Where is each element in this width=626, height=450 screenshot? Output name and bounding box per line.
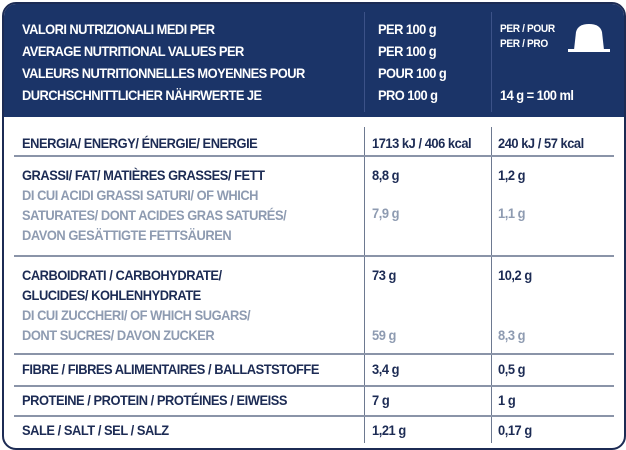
per100-de: PRO 100 g	[378, 87, 438, 103]
serving-line-2: PER / PRO	[500, 38, 548, 50]
per100-it: PER 100 g	[378, 21, 437, 37]
sugars-label-1: DI CUI ZUCCHERI/ OF WHICH SUGARS/	[22, 307, 251, 323]
saturates-label-1: DI CUI ACIDI GRASSI SATURI/ OF WHICH	[22, 187, 259, 203]
protein-serving: 1 g	[498, 392, 516, 408]
energy-serving: 240 kJ / 57 kcal	[498, 135, 584, 151]
fat-per100: 8,8 g	[372, 167, 400, 183]
saturates-per100: 7,9 g	[372, 205, 400, 221]
salt-label: SALE / SALT / SEL / SALZ	[22, 422, 169, 438]
fibre-per100: 3,4 g	[372, 361, 400, 377]
saturates-serving: 1,1 g	[498, 205, 526, 221]
protein-per100: 7 g	[372, 392, 390, 408]
serving-line-1: PER / POUR	[500, 23, 555, 35]
carbohydrate-label-1: CARBOIDRATI / CARBOHYDRATE/	[22, 267, 222, 283]
energy-per100: 1713 kJ / 406 kcal	[372, 135, 472, 151]
per100-en: PER 100 g	[378, 43, 437, 59]
protein-label: PROTEINE / PROTEIN / PROTÉINES / EIWEISS	[22, 392, 288, 408]
column-divider	[364, 127, 365, 443]
header-title: VALORI NUTRIZIONALI MEDI PER AVERAGE NUT…	[22, 18, 329, 131]
header-divider	[364, 12, 365, 112]
header-title-it: VALORI NUTRIZIONALI MEDI PER	[22, 21, 215, 37]
row-carbohydrate: CARBOIDRATI / CARBOHYDRATE/ GLUCIDES/ KO…	[14, 257, 614, 355]
table-header: VALORI NUTRIZIONALI MEDI PER AVERAGE NUT…	[4, 4, 624, 117]
fibre-label: FIBRE / FIBRES ALIMENTAIRES / BALLASTSTO…	[22, 361, 319, 377]
fat-serving: 1,2 g	[498, 167, 526, 183]
header-title-de: DURCHSCHNITTLICHER NÄHRWERTE JE	[22, 87, 262, 103]
carbohydrate-per100: 73 g	[372, 267, 396, 283]
per100-fr: POUR 100 g	[378, 65, 447, 81]
fat-label: GRASSI/ FAT/ MATIÈRES GRASSES/ FETT	[22, 167, 265, 183]
saturates-label-3: DAVON GESÄTTIGTE FETTSÄUREN	[22, 227, 232, 243]
sugars-per100: 59 g	[372, 327, 396, 343]
energy-label: ENERGIA/ ENERGY/ ÉNERGIE/ ENERGIE	[22, 135, 258, 151]
salt-per100: 1,21 g	[372, 422, 406, 438]
row-salt: SALE / SALT / SEL / SALZ 1,21 g 0,17 g	[14, 417, 614, 445]
row-protein: PROTEINE / PROTEIN / PROTÉINES / EIWEISS…	[14, 387, 614, 417]
carbohydrate-label-2: GLUCIDES/ KOHLENHYDRATE	[22, 287, 201, 303]
fat-label-block: GRASSI/ FAT/ MATIÈRES GRASSES/ FETT DI C…	[22, 165, 309, 245]
coffee-capsule-icon	[568, 24, 610, 52]
header-divider	[491, 12, 492, 112]
row-fat: GRASSI/ FAT/ MATIÈRES GRASSES/ FETT DI C…	[14, 157, 614, 257]
header-title-en: AVERAGE NUTRITIONAL VALUES PER	[22, 43, 244, 59]
row-energy: ENERGIA/ ENERGY/ ÉNERGIE/ ENERGIE 1713 k…	[14, 125, 614, 157]
header-per100: PER 100 g PER 100 g POUR 100 g PRO 100 g	[378, 18, 452, 131]
carbohydrate-label-block: CARBOIDRATI / CARBOHYDRATE/ GLUCIDES/ KO…	[22, 265, 270, 345]
sugars-label-2: DONT SUCRES/ DAVON ZUCKER	[22, 327, 215, 343]
salt-serving: 0,17 g	[498, 422, 532, 438]
serving-size: 14 g = 100 ml	[500, 87, 574, 103]
fibre-serving: 0,5 g	[498, 361, 526, 377]
sugars-serving: 8,3 g	[498, 327, 526, 343]
saturates-label-2: SATURATES/ DONT ACIDES GRAS SATURÉS/	[22, 207, 287, 223]
carbohydrate-serving: 10,2 g	[498, 267, 532, 283]
header-title-fr: VALEURS NUTRITIONNELLES MOYENNES POUR	[22, 65, 305, 81]
header-serving: PER / POUR PER / PRO 14 g = 100 ml	[500, 4, 624, 117]
row-fibre: FIBRE / FIBRES ALIMENTAIRES / BALLASTSTO…	[14, 355, 614, 387]
column-divider	[491, 127, 492, 443]
